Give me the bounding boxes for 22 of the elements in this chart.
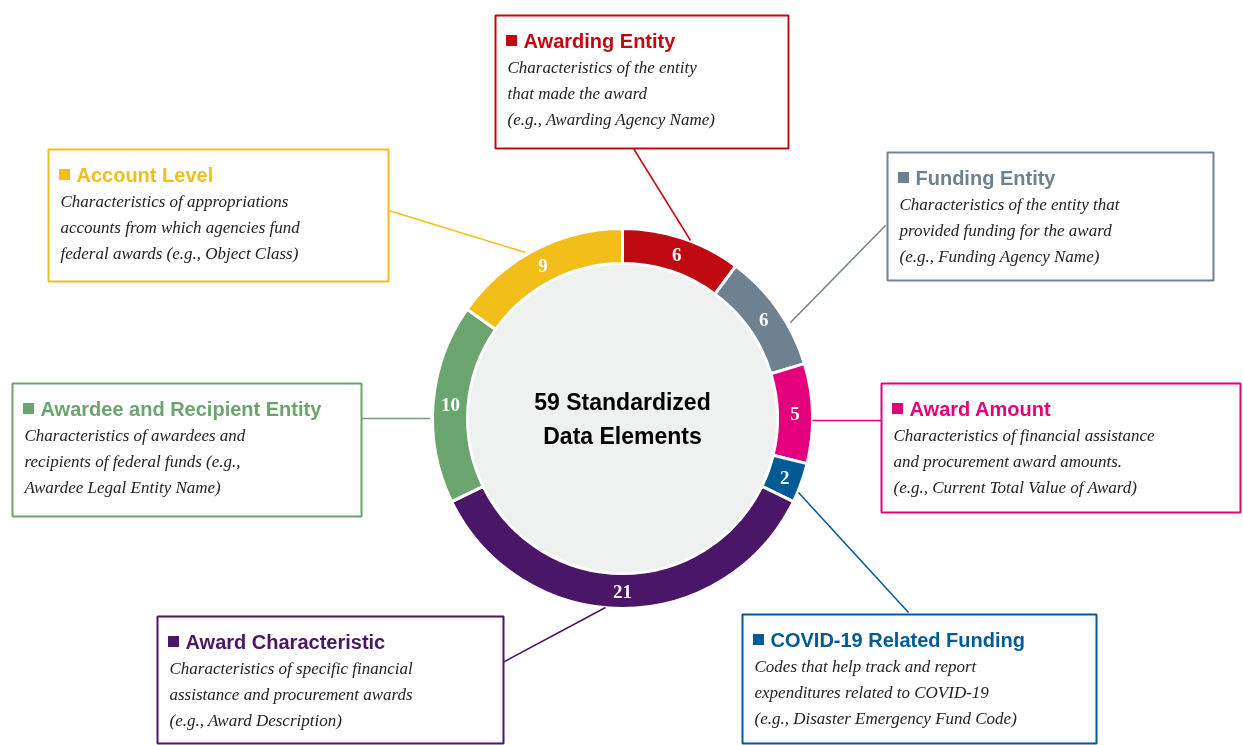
text: Characteristics of specific financial assistance and procurement awards (e.g., Award Description) (169, 659, 414, 730)
legend-label: Awardee and Recipient Entity (40, 397, 323, 420)
data-label: 6 (758, 308, 769, 330)
legend-label: Account Level (76, 163, 214, 186)
data-label: 6 (671, 244, 682, 266)
legend-label: Awarding Entity (523, 29, 677, 52)
data-label: 10 (441, 394, 461, 416)
data-label: 21 (613, 580, 632, 602)
data-label: 9 (538, 254, 548, 276)
text: Characteristics of financial assistance and procurement award amounts. (e.g., Current Total Value of Award) (893, 426, 1156, 497)
legend-label: Award Amount (909, 397, 1051, 420)
data-label: 2 (780, 466, 790, 488)
legend-label: Award Characteristic (185, 630, 386, 653)
text: Characteristics of the entity that provided funding for the award (e.g., Funding Agency Name) (898, 195, 1121, 266)
data-label: 5 (790, 403, 800, 425)
legend-label: Funding Entity (915, 166, 1057, 189)
text: Codes that help track and report expenditures related to COVID-19 (e.g., Disaster Emergency Fund Code) (754, 657, 1018, 728)
text: Characteristics of the entity that made the award (e.g., Awarding Agency Name) (507, 58, 716, 129)
legend-label: COVID-19 Related Funding (770, 628, 1025, 651)
text: Characteristics of appropriations accounts from which agencies fund federal awards (e.g., Object Class) (60, 192, 301, 263)
text: Characteristics of awardees and recipients of federal funds (e.g., Awardee Legal Entity Name) (23, 426, 246, 497)
text: 59 Standardized Data Elements (534, 388, 711, 449)
